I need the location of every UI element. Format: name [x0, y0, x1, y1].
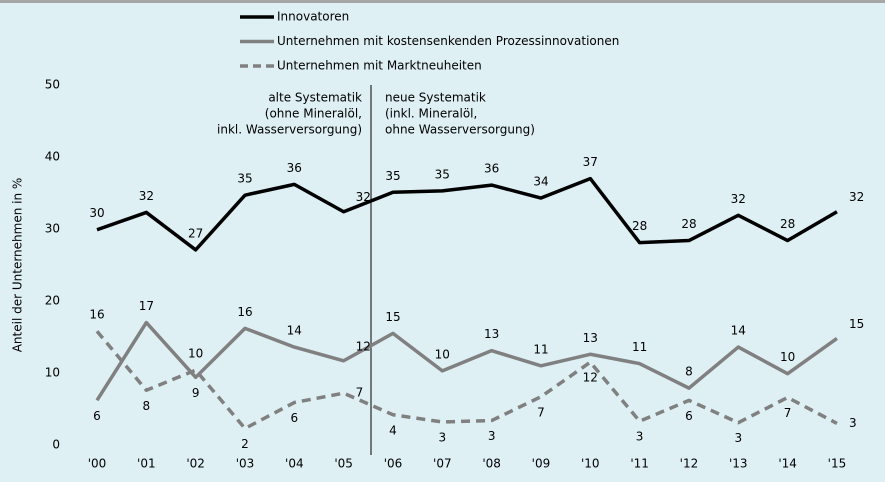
annotation: (inkl. Mineralöl,	[385, 107, 477, 121]
data-label: 36	[484, 162, 499, 176]
x-tick-label: '13	[729, 457, 748, 471]
series-line	[96, 176, 838, 252]
data-label: 32	[849, 190, 864, 204]
legend-label: Unternehmen mit Marktneuheiten	[277, 59, 482, 73]
data-label: 6	[290, 411, 298, 425]
data-label: 15	[385, 310, 400, 324]
data-label: 3	[734, 431, 742, 445]
data-label: 6	[685, 409, 693, 423]
data-label: 36	[287, 161, 302, 175]
annotation: neue Systematik	[385, 91, 486, 105]
data-label: 8	[685, 365, 693, 379]
data-label: 11	[533, 342, 548, 356]
x-tick-label: '03	[236, 457, 255, 471]
data-label: 7	[356, 386, 364, 400]
data-label: 32	[731, 192, 746, 206]
data-label: 3	[636, 430, 644, 444]
y-tick-label: 30	[45, 222, 60, 236]
legend-label: Innovatoren	[277, 10, 349, 24]
annotation: ohne Wasserversorgung)	[385, 123, 535, 137]
data-label: 10	[780, 350, 795, 364]
data-label: 32	[139, 189, 154, 203]
x-tick-label: '08	[482, 457, 501, 471]
x-tick-label: '10	[581, 457, 600, 471]
annotation: alte Systematik	[268, 91, 362, 105]
data-label: 14	[731, 324, 746, 338]
data-label: 3	[849, 416, 857, 430]
data-label: 32	[356, 190, 371, 204]
series-line	[95, 320, 838, 402]
data-label: 35	[385, 169, 400, 183]
y-tick-label: 10	[45, 366, 60, 380]
data-label: 7	[537, 405, 545, 419]
data-label: 34	[533, 175, 548, 189]
data-label: 28	[780, 217, 795, 231]
data-label: 7	[784, 406, 792, 420]
annotation: inkl. Wasserversorgung)	[217, 123, 362, 137]
data-label: 16	[89, 308, 104, 322]
y-tick-label: 50	[45, 78, 60, 92]
annotation: (ohne Mineralöl,	[265, 107, 362, 121]
data-label: 15	[849, 317, 864, 331]
data-label: 12	[583, 371, 598, 385]
data-label: 3	[488, 429, 496, 443]
y-tick-label: 0	[52, 438, 60, 452]
data-label: 11	[632, 340, 647, 354]
data-label: 8	[143, 399, 151, 413]
x-tick-label: '07	[433, 457, 452, 471]
y-tick-label: 40	[45, 150, 60, 164]
x-tick-label: '02	[186, 457, 205, 471]
top-border	[0, 0, 885, 3]
x-tick-label: '15	[828, 457, 847, 471]
data-label: 10	[435, 347, 450, 361]
data-label: 4	[389, 423, 397, 437]
data-label: 30	[89, 206, 104, 220]
y-tick-label: 20	[45, 294, 60, 308]
x-tick-label: '11	[630, 457, 649, 471]
data-label: 27	[188, 226, 203, 240]
data-label: 12	[356, 339, 371, 353]
series-line	[95, 330, 838, 431]
data-label: 2	[241, 437, 249, 451]
data-label: 13	[583, 331, 598, 345]
x-tick-label: '05	[334, 457, 353, 471]
data-label: 10	[188, 347, 203, 361]
data-label: 35	[237, 172, 252, 186]
x-tick-label: '01	[137, 457, 156, 471]
x-tick-label: '00	[88, 457, 107, 471]
x-tick-label: '09	[532, 457, 551, 471]
data-label: 16	[237, 305, 252, 319]
data-label: 3	[438, 430, 446, 444]
legend-label: Unternehmen mit kostensenkenden Prozessi…	[277, 34, 619, 48]
data-label: 17	[139, 299, 154, 313]
x-tick-label: '14	[778, 457, 797, 471]
x-tick-label: '06	[384, 457, 403, 471]
data-label: 37	[583, 155, 598, 169]
data-label: 35	[435, 167, 450, 181]
data-label: 28	[681, 217, 696, 231]
data-label: 13	[484, 327, 499, 341]
data-label: 28	[632, 219, 647, 233]
data-label: 9	[192, 386, 200, 400]
data-label: 14	[287, 324, 302, 338]
x-tick-label: '04	[285, 457, 304, 471]
data-label: 6	[93, 409, 101, 423]
x-tick-label: '12	[680, 457, 699, 471]
y-axis-label: Anteil der Unternehmen in %	[11, 178, 25, 353]
